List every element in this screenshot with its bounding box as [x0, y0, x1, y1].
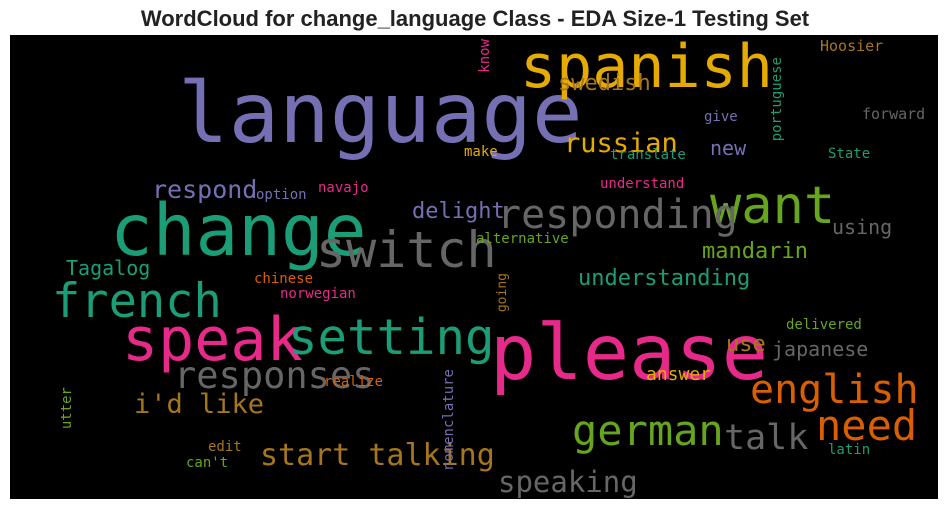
word-mandarin: mandarin — [702, 239, 808, 264]
word-can-t: can't — [186, 455, 229, 471]
word-use: use — [726, 332, 766, 357]
word-understanding: understanding — [578, 266, 751, 291]
word-respond: respond — [152, 175, 258, 204]
word-portuguese: portuguese — [769, 57, 785, 142]
word-understand: understand — [600, 176, 685, 192]
word-edit: edit — [208, 439, 242, 455]
word-russian: russian — [564, 128, 678, 159]
word-using: using — [832, 215, 893, 239]
word-give: give — [704, 109, 738, 125]
word-swedish: swedish — [558, 71, 651, 96]
word-realize: realize — [324, 374, 384, 390]
word-delight: delight — [412, 199, 505, 224]
word-start-talking: start talking — [260, 438, 495, 473]
word-answer: answer — [646, 364, 712, 385]
word-option: option — [256, 187, 307, 203]
word-alternative: alternative — [476, 231, 569, 247]
word-i-d-like: i'd like — [134, 389, 265, 420]
word-tagalog: Tagalog — [66, 256, 151, 280]
word-delivered: delivered — [786, 317, 862, 333]
word-speak: speak — [122, 305, 303, 375]
word-latin: latin — [828, 442, 871, 458]
word-japanese: japanese — [772, 337, 869, 361]
word-translate: translate — [610, 147, 686, 163]
word-utter: utter — [59, 387, 75, 430]
word-speaking: speaking — [498, 465, 638, 499]
word-forward: forward — [862, 105, 926, 123]
word-hoosier: Hoosier — [820, 37, 884, 55]
word-german: german — [572, 406, 724, 455]
word-please: please — [490, 309, 769, 398]
word-make: make — [464, 144, 498, 160]
word-new: new — [710, 136, 747, 160]
wordcloud-canvas: language please change spanish speak want swit… — [10, 35, 938, 499]
word-change: change — [110, 189, 367, 272]
word-spanish: spanish — [520, 32, 773, 102]
word-going: going — [495, 273, 510, 313]
word-norwegian: norwegian — [280, 286, 356, 302]
word-want: want — [710, 176, 836, 236]
word-need: need — [816, 401, 918, 450]
word-switch: switch — [316, 221, 497, 279]
word-know: know — [477, 39, 493, 73]
word-language: language — [178, 64, 583, 162]
word-navajo: navajo — [318, 180, 369, 196]
word-english: english — [750, 367, 919, 413]
word-state: State — [828, 146, 871, 162]
word-chinese: chinese — [254, 271, 314, 287]
word-responses: responses — [174, 354, 375, 397]
word-french: french — [52, 274, 222, 329]
word-setting: setting — [288, 309, 495, 366]
word-responding: responding — [497, 192, 738, 238]
word-nomenclature: nomenclature — [441, 369, 457, 471]
chart-title: WordCloud for change_language Class - ED… — [140, 6, 810, 31]
word-talk: talk — [724, 418, 809, 458]
